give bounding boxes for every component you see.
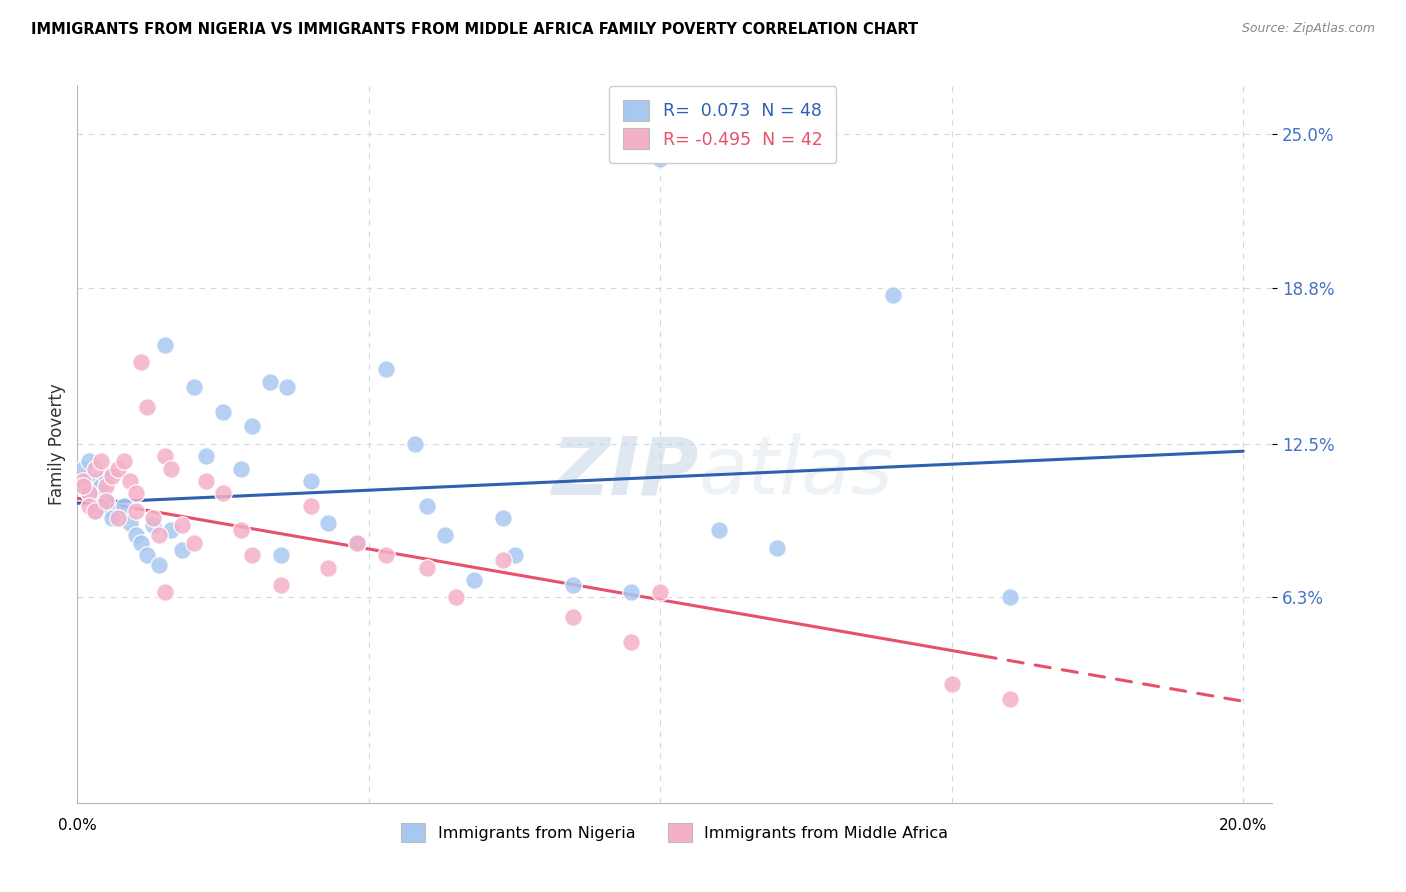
Point [124, 528, 146, 542]
Text: atlas: atlas [699, 434, 894, 511]
Point [96, 479, 118, 493]
Point [194, 474, 217, 488]
Point [131, 536, 153, 550]
Point [212, 486, 235, 500]
Point [159, 524, 181, 538]
Point [77, 486, 100, 500]
Point [183, 380, 205, 394]
Point [90, 479, 112, 493]
Point [96, 493, 118, 508]
Point [131, 355, 153, 369]
Point [316, 560, 339, 574]
Point [172, 543, 194, 558]
Point [229, 524, 252, 538]
Point [77, 499, 100, 513]
Point [112, 499, 135, 513]
Point [96, 493, 118, 508]
Point [270, 578, 292, 592]
Text: 20.0%: 20.0% [1219, 818, 1267, 832]
Point [707, 524, 730, 538]
Point [101, 503, 124, 517]
Point [998, 691, 1021, 706]
Point [124, 503, 146, 517]
Point [194, 449, 217, 463]
Point [766, 541, 789, 555]
Point [416, 499, 439, 513]
Point [375, 362, 398, 376]
Point [101, 469, 124, 483]
Point [83, 503, 105, 517]
Point [136, 400, 159, 414]
Point [107, 511, 129, 525]
Point [153, 449, 176, 463]
Point [882, 288, 904, 302]
Point [90, 499, 112, 513]
Point [83, 461, 105, 475]
Point [83, 474, 105, 488]
Point [183, 536, 205, 550]
Point [240, 548, 263, 562]
Point [159, 461, 181, 475]
Point [118, 516, 141, 530]
Point [148, 558, 170, 573]
Point [107, 511, 129, 525]
Point [561, 610, 583, 624]
Point [124, 486, 146, 500]
Point [941, 677, 963, 691]
Point [172, 518, 194, 533]
Point [299, 474, 322, 488]
Point [316, 516, 339, 530]
Point [346, 536, 368, 550]
Point [77, 454, 100, 468]
Text: IMMIGRANTS FROM NIGERIA VS IMMIGRANTS FROM MIDDLE AFRICA FAMILY POVERTY CORRELAT: IMMIGRANTS FROM NIGERIA VS IMMIGRANTS FR… [31, 22, 918, 37]
Point [118, 474, 141, 488]
Point [259, 375, 281, 389]
Point [112, 454, 135, 468]
Point [620, 635, 643, 649]
Point [90, 454, 112, 468]
Point [72, 479, 94, 493]
Point [416, 560, 439, 574]
Point [492, 553, 515, 567]
Point [148, 528, 170, 542]
Point [77, 486, 100, 500]
Point [240, 419, 263, 434]
Point [270, 548, 292, 562]
Point [375, 548, 398, 562]
Point [561, 578, 583, 592]
Point [650, 585, 672, 599]
Point [463, 573, 485, 587]
Point [72, 474, 94, 488]
Y-axis label: Family Poverty: Family Poverty [48, 383, 66, 505]
Point [492, 511, 515, 525]
Point [276, 380, 298, 394]
Point [153, 337, 176, 351]
Point [446, 591, 468, 605]
Legend: Immigrants from Nigeria, Immigrants from Middle Africa: Immigrants from Nigeria, Immigrants from… [395, 816, 955, 848]
Point [72, 479, 94, 493]
Point [153, 585, 176, 599]
Point [650, 152, 672, 166]
Point [83, 503, 105, 517]
Point [96, 469, 118, 483]
Point [101, 511, 124, 525]
Point [142, 518, 165, 533]
Point [503, 548, 526, 562]
Point [299, 499, 322, 513]
Point [142, 511, 165, 525]
Point [136, 548, 159, 562]
Text: ZIP: ZIP [551, 434, 699, 511]
Point [212, 404, 235, 418]
Text: Source: ZipAtlas.com: Source: ZipAtlas.com [1241, 22, 1375, 36]
Point [620, 585, 643, 599]
Point [72, 461, 94, 475]
Point [433, 528, 456, 542]
Point [404, 436, 426, 450]
Text: 0.0%: 0.0% [58, 818, 97, 832]
Point [346, 536, 368, 550]
Point [229, 461, 252, 475]
Point [107, 461, 129, 475]
Point [998, 591, 1021, 605]
